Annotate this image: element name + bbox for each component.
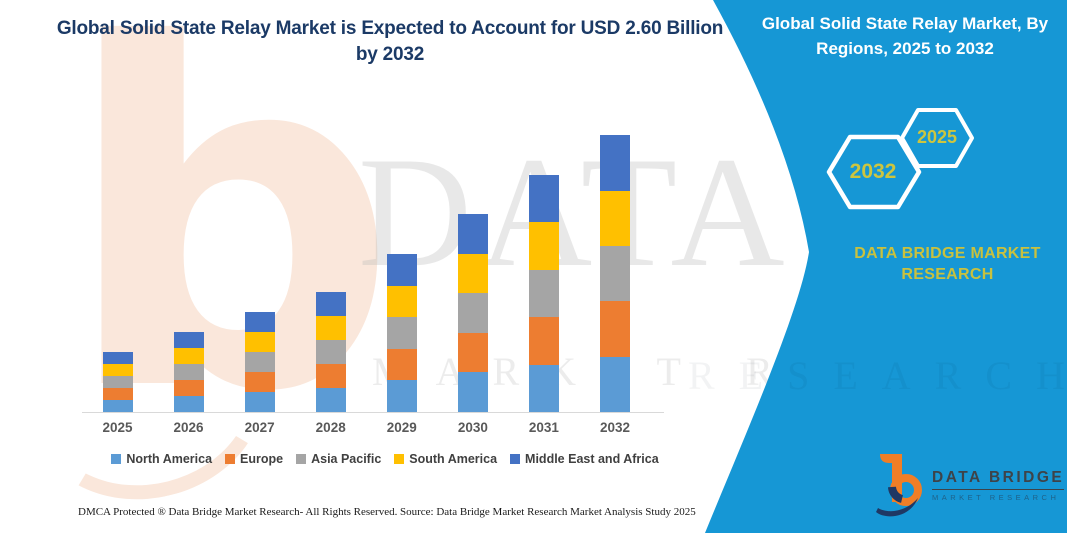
bar-segment <box>102 400 133 412</box>
side-panel-title: Global Solid State Relay Market, By Regi… <box>752 12 1058 61</box>
bar-2028 <box>315 291 346 412</box>
bar-segment <box>457 372 488 412</box>
legend-item: Europe <box>225 452 283 466</box>
bar-segment <box>102 376 133 389</box>
x-axis-label: 2030 <box>457 420 488 435</box>
x-axis-label: 2028 <box>315 420 346 435</box>
bar-segment <box>315 315 346 340</box>
bar-2025 <box>102 352 133 412</box>
legend-swatch <box>296 454 307 464</box>
bar-segment <box>244 351 275 372</box>
bar-segment <box>386 317 417 349</box>
legend-label: Asia Pacific <box>311 452 382 466</box>
bar-segment <box>528 364 559 412</box>
bar-segment <box>173 332 204 349</box>
bar-segment <box>457 332 488 373</box>
x-axis-line <box>82 412 664 413</box>
chart-title: Global Solid State Relay Market is Expec… <box>56 18 724 65</box>
copyright-text: DMCA Protected ® Data Bridge Market Rese… <box>78 506 398 518</box>
x-axis-label: 2027 <box>244 420 275 435</box>
side-panel-brand-line2: RESEARCH <box>901 265 994 283</box>
logo-block: DATA BRIDGE MARKET RESEARCH <box>872 452 1065 518</box>
bar-segment <box>244 391 275 412</box>
bar-segment <box>244 311 275 332</box>
bar-segment <box>528 317 559 365</box>
bar-segment <box>244 371 275 392</box>
legend-swatch <box>394 454 405 464</box>
bar-segment <box>599 135 630 191</box>
side-panel-title-line1: Global Solid State Relay Market, By <box>761 14 1049 33</box>
source-text: Source: Data Bridge Market Research Mark… <box>400 506 696 518</box>
bar-segment <box>315 387 346 412</box>
legend-swatch <box>225 454 236 464</box>
hexagon-2032-label: 2032 <box>849 160 897 183</box>
hexagon-2025-label: 2025 <box>916 127 958 147</box>
bar-2029 <box>386 254 417 412</box>
side-panel-title-line2: Regions, 2025 to 2032 <box>816 38 994 58</box>
bar-segment <box>457 293 488 333</box>
hexagon-2032-icon <box>826 134 922 210</box>
bar-segment <box>599 301 630 357</box>
legend-label: South America <box>409 452 498 466</box>
bar-segment <box>599 356 630 412</box>
data-bridge-logo-icon <box>876 454 922 517</box>
legend-label: Middle East and Africa <box>525 452 659 466</box>
x-axis-label: 2025 <box>102 420 133 435</box>
x-axis-label: 2032 <box>599 420 630 435</box>
bar-segment <box>102 364 133 377</box>
bar-segment <box>173 396 204 412</box>
bar-segment <box>315 363 346 388</box>
bar-segment <box>386 254 417 286</box>
bar-2031 <box>528 174 559 412</box>
x-axis-label: 2031 <box>528 420 559 435</box>
bar-2032 <box>599 135 630 412</box>
logo-name: DATA BRIDGE <box>932 469 1065 490</box>
legend-item: South America <box>394 452 497 466</box>
x-axis-label: 2026 <box>173 420 204 435</box>
bar-2026 <box>173 332 204 412</box>
legend-swatch <box>510 454 521 464</box>
bar-segment <box>244 331 275 352</box>
bar-segment <box>599 190 630 246</box>
bar-segment <box>173 348 204 365</box>
legend-label: Europe <box>240 452 284 466</box>
hexagon-2025-icon <box>900 108 974 168</box>
bar-segment <box>457 253 488 294</box>
bar-segment <box>386 285 417 318</box>
bar-segment <box>386 380 417 412</box>
legend-item: Middle East and Africa <box>510 452 659 466</box>
bar-segment <box>315 339 346 364</box>
legend-swatch <box>111 454 122 464</box>
bar-2027 <box>244 311 275 412</box>
bar-segment <box>315 291 346 316</box>
legend-label: North America <box>126 452 213 466</box>
x-axis-label: 2029 <box>386 420 417 435</box>
bar-segment <box>528 222 559 270</box>
legend-item: Asia Pacific <box>296 452 381 466</box>
legend: North America Europe Asia Pacific South Ame… <box>55 452 715 466</box>
bar-2030 <box>457 213 488 412</box>
legend-item: North America <box>111 452 212 466</box>
bar-segment <box>173 364 204 381</box>
bar-segment <box>528 269 559 318</box>
bar-segment <box>528 174 559 223</box>
logo-subtitle: MARKET RESEARCH <box>932 492 1060 502</box>
bar-segment <box>102 352 133 365</box>
bar-segment <box>173 380 204 397</box>
bar-segment <box>457 213 488 254</box>
plot-area: 2025 2026 2027 2028 2029 2030 2031 2032 <box>60 118 720 435</box>
bar-segment <box>599 245 630 302</box>
side-panel-brand-line1: DATA BRIDGE MARKET <box>854 245 1041 262</box>
bar-segment <box>102 388 133 401</box>
bar-segment <box>386 348 417 381</box>
watermark-teal-overlay: RESEARCH <box>688 353 1067 398</box>
side-panel-brand: DATA BRIDGE MARKET RESEARCH <box>840 244 1055 286</box>
